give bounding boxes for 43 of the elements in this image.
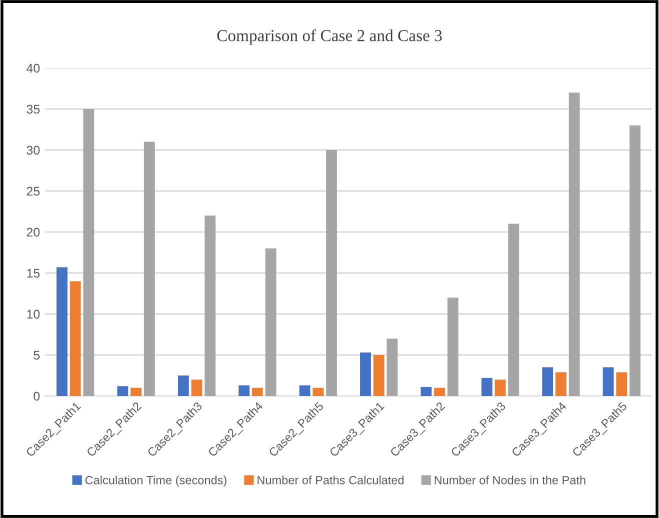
bar bbox=[144, 142, 155, 396]
bar bbox=[326, 150, 337, 396]
bar bbox=[420, 386, 432, 396]
bar bbox=[434, 388, 446, 396]
bar bbox=[204, 216, 216, 396]
bar bbox=[373, 355, 384, 396]
y-tick-label: 30 bbox=[26, 146, 40, 155]
y-tick-label: 0 bbox=[34, 392, 40, 401]
bar bbox=[178, 376, 189, 396]
bar bbox=[83, 109, 94, 396]
bar bbox=[386, 338, 398, 396]
bar bbox=[312, 388, 324, 396]
chart-title: Comparison of Case 2 and Case 3 bbox=[217, 29, 442, 45]
bar bbox=[447, 298, 458, 396]
y-tick-label: 25 bbox=[26, 186, 40, 196]
y-tick-label: 15 bbox=[27, 268, 40, 278]
bar bbox=[238, 385, 250, 396]
bar bbox=[70, 281, 81, 396]
bar bbox=[568, 92, 580, 396]
bar bbox=[130, 388, 142, 396]
legend-label: Calculation Time (seconds) bbox=[85, 476, 226, 487]
y-tick-label: 35 bbox=[26, 104, 40, 114]
bar bbox=[602, 367, 614, 396]
bar bbox=[542, 367, 554, 396]
y-tick-label: 40 bbox=[26, 64, 40, 73]
bar bbox=[630, 125, 640, 396]
bar bbox=[252, 388, 263, 396]
bar bbox=[299, 385, 310, 396]
bar bbox=[265, 248, 276, 396]
bar bbox=[494, 380, 506, 396]
bar bbox=[508, 224, 520, 396]
bar bbox=[191, 380, 202, 396]
bar bbox=[360, 352, 371, 396]
bar bbox=[555, 372, 566, 396]
y-tick-label: 20 bbox=[26, 228, 40, 237]
bar bbox=[56, 267, 68, 396]
y-tick-label: 5 bbox=[34, 350, 40, 360]
bar bbox=[616, 372, 628, 396]
y-tick-label: 10 bbox=[27, 310, 40, 319]
bar bbox=[481, 378, 492, 396]
legend-label: Number of Paths Calculated bbox=[258, 476, 404, 484]
legend-label: Number of Nodes in the Path bbox=[434, 476, 586, 484]
bar bbox=[117, 386, 128, 396]
